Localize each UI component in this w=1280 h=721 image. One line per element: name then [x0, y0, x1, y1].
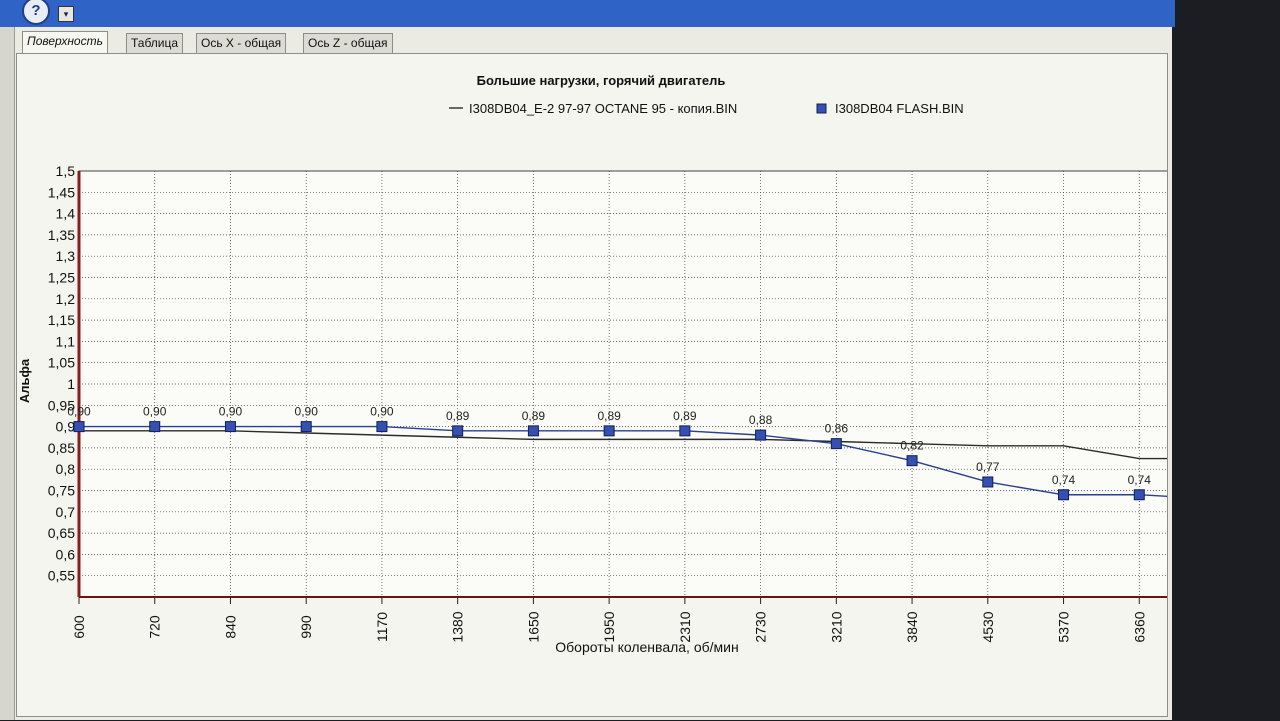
data-label: 0,74 — [1052, 473, 1076, 487]
y-tick-label: 1,5 — [56, 163, 76, 179]
data-label: 0,82 — [900, 439, 924, 453]
data-point — [224, 421, 236, 433]
data-label: 0,90 — [143, 405, 167, 419]
series-line-1 — [79, 430, 1215, 460]
data-point — [452, 425, 464, 437]
pin-icon[interactable]: ▾ — [58, 6, 74, 22]
x-axis-label: Обороты коленвала, об/мин — [555, 639, 738, 655]
y-axis-label: Альфа — [17, 358, 32, 403]
tab-axis-z[interactable]: Ось Z - общая — [303, 33, 393, 53]
data-label: 0,74 — [1128, 473, 1152, 487]
y-tick-label: 1,05 — [48, 355, 75, 371]
data-point — [906, 455, 918, 467]
line-chart: 0,55 0,6 0,65 0,7 0,75 0,8 0,85 0,9 0,95 1 1,05 1,1… — [17, 73, 1224, 655]
y-tick-label: 0,8 — [56, 461, 76, 477]
x-tick-label: 3840 — [904, 611, 920, 642]
data-point — [1133, 489, 1145, 501]
x-tick-label: 2310 — [677, 611, 693, 642]
y-tick-label: 1,35 — [48, 227, 75, 243]
x-tick-label: 840 — [222, 615, 238, 639]
main-window: Поверхность Таблица Ось X - общая Ось Z … — [0, 27, 1224, 720]
data-label: 0,89 — [597, 409, 621, 423]
data-point — [603, 425, 615, 437]
data-point — [1058, 489, 1070, 501]
tab-table[interactable]: Таблица — [126, 33, 184, 53]
data-point — [679, 425, 691, 437]
x-tick-label: 1380 — [450, 611, 466, 642]
left-edge — [0, 27, 15, 720]
question-mark-icon[interactable]: ? — [22, 0, 50, 25]
data-label: 0,90 — [295, 405, 319, 419]
y-tick-label: 1,3 — [56, 248, 76, 264]
window-titlebar: ? ▾ — [0, 0, 1175, 27]
x-tick-label: 5370 — [1056, 611, 1072, 642]
data-label: 0,89 — [522, 409, 546, 423]
x-tick-label: 2730 — [753, 611, 769, 642]
data-point — [755, 429, 767, 441]
data-point — [300, 421, 312, 433]
x-tick-label: 1950 — [601, 611, 617, 642]
y-tick-label: 0,55 — [48, 568, 75, 584]
data-point — [830, 438, 842, 450]
y-tick-label: 1,1 — [56, 333, 76, 349]
data-point — [376, 421, 388, 433]
x-tick-label: 990 — [298, 615, 314, 639]
y-tick-label: 0,95 — [48, 397, 75, 413]
tab-axis-x[interactable]: Ось X - общая — [196, 33, 287, 53]
y-tick-label: 1,25 — [48, 270, 75, 286]
y-tick-label: 1,4 — [56, 206, 76, 222]
data-label: 0,77 — [976, 460, 1000, 474]
y-tick-label: 0,6 — [56, 546, 76, 562]
x-tick-label: 1650 — [525, 611, 541, 642]
legend-marker-swatch — [816, 103, 827, 114]
y-tick-label: 1 — [67, 376, 75, 392]
series-line-2 — [79, 425, 1216, 500]
data-label: 0,90 — [219, 405, 243, 419]
x-tick-label: 1170 — [374, 612, 390, 642]
data-point — [527, 425, 539, 437]
x-tick-label: 3210 — [828, 611, 844, 642]
data-point — [73, 421, 85, 433]
y-tick-label: 1,2 — [56, 291, 76, 307]
chart-title: Большие нагрузки, горячий двигатель — [477, 73, 726, 88]
y-tick-label: 0,75 — [48, 483, 75, 499]
y-tick-label: 1,15 — [48, 312, 75, 328]
data-point — [149, 421, 161, 433]
data-label: 0,89 — [673, 409, 697, 423]
x-tick-label: 720 — [147, 615, 163, 639]
data-label: 0,88 — [749, 413, 773, 427]
chart-panel: 0,55 0,6 0,65 0,7 0,75 0,8 0,85 0,9 0,95 1 1,05 1,1… — [16, 53, 1224, 717]
data-label: 0,86 — [825, 422, 849, 436]
x-tick-label: 600 — [71, 615, 87, 639]
y-tick-label: 0,9 — [56, 419, 76, 435]
data-label: 0,89 — [446, 409, 470, 423]
legend-entry-2: I308DB04 FLASH.BIN — [835, 101, 964, 116]
y-tick-label: 0,65 — [48, 525, 75, 541]
data-label: 0,90 — [370, 405, 394, 419]
y-tick-label: 0,85 — [48, 440, 75, 456]
data-label: 0,90 — [67, 405, 91, 419]
legend-entry-1: I308DB04_E-2 97-97 OCTANE 95 - копия.BIN — [469, 101, 737, 116]
tab-surface[interactable]: Поверхность — [22, 31, 108, 54]
y-tick-label: 1,45 — [48, 184, 75, 200]
x-tick-label: 4530 — [980, 611, 996, 642]
y-tick-label: 0,7 — [56, 504, 76, 520]
data-point — [982, 476, 994, 488]
x-tick-label: 6360 — [1131, 611, 1147, 642]
